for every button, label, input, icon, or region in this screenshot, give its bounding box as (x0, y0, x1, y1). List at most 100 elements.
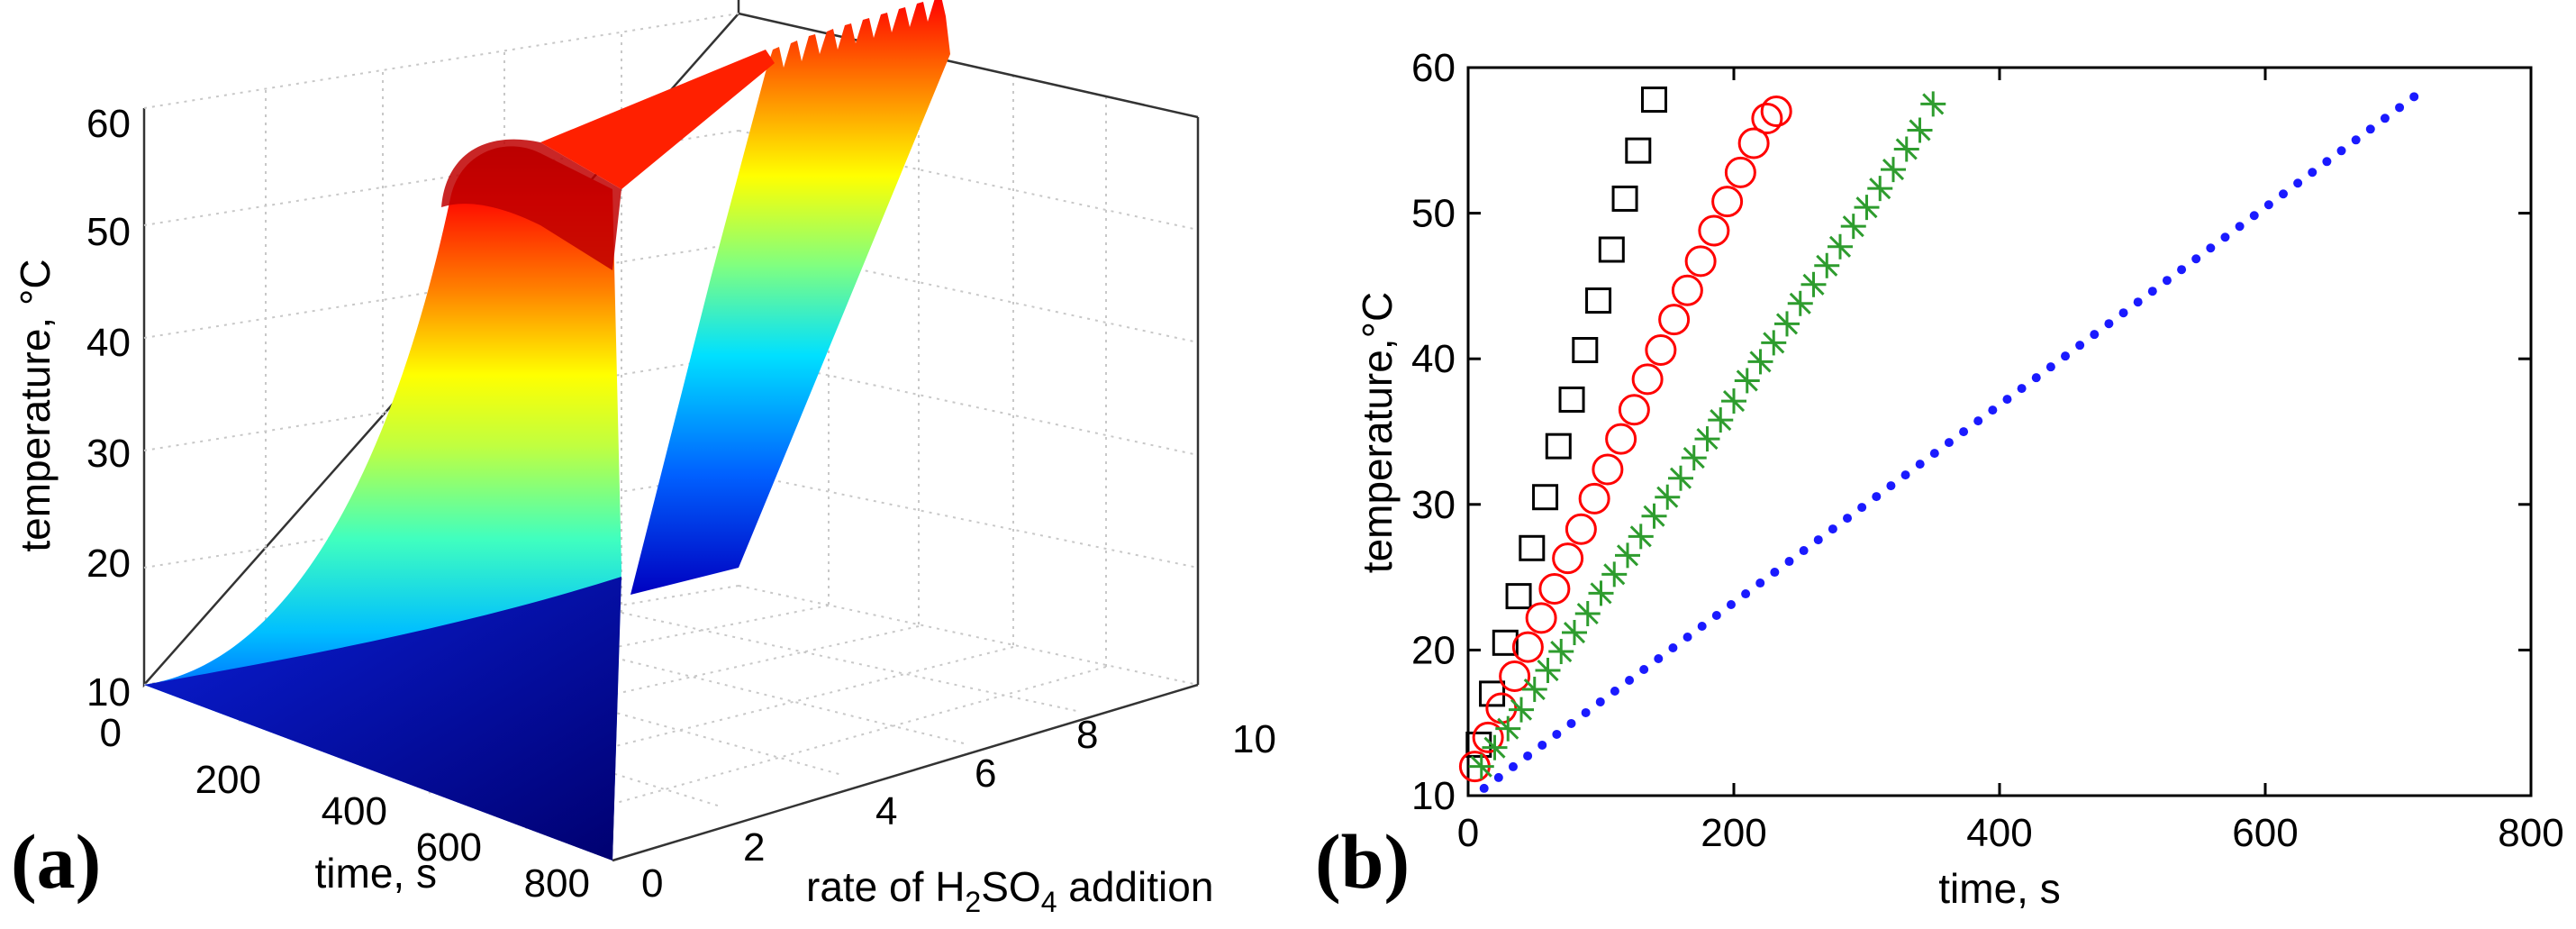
dot-marker (1493, 772, 1503, 782)
dot-marker (1900, 470, 1910, 480)
dot-marker (1755, 578, 1765, 588)
panel-a-surface (144, 0, 950, 861)
square-marker (1519, 534, 1546, 561)
cross-marker (1920, 91, 1946, 117)
dot-marker (1944, 438, 1954, 448)
circle-marker (1737, 127, 1770, 159)
ylabel-subscript: 4 (1041, 886, 1057, 918)
dot-marker (2045, 362, 2055, 372)
circle-marker (1565, 513, 1597, 545)
dot-marker (2365, 124, 2375, 134)
surface-top-edge (540, 50, 775, 189)
cross-marker (1787, 290, 1813, 316)
circle-marker (1658, 304, 1691, 336)
cross-marker (1840, 214, 1866, 240)
y-tick: 10 (1232, 717, 1276, 761)
z-tick: 10 (86, 670, 131, 715)
ylabel-part: addition (1057, 863, 1213, 910)
cross-marker (1601, 561, 1628, 587)
dot-marker (2220, 232, 2230, 242)
dot-marker (2395, 103, 2405, 113)
z-tick: 30 (86, 432, 131, 476)
ylabel-part: SO (981, 863, 1040, 910)
dot-marker (1654, 653, 1664, 663)
square-marker (1625, 137, 1652, 164)
y-tick: 4 (875, 789, 897, 833)
circle-marker (1525, 602, 1557, 634)
cross-marker (1615, 542, 1640, 569)
circle-marker (1711, 186, 1744, 218)
dot-marker (2147, 287, 2157, 296)
circle-marker (1760, 95, 1792, 127)
dot-marker (1959, 427, 1969, 437)
panel-a-label: (a) (11, 818, 101, 905)
circle-marker (1684, 245, 1717, 278)
circle-marker (1698, 214, 1730, 247)
panel-b-ticks: 0 200 400 600 800 10 20 30 40 50 60 (1411, 46, 2564, 855)
x-tick-label: 0 (1457, 811, 1479, 855)
surface-bottom (144, 577, 621, 861)
cross-marker (1854, 195, 1880, 221)
circle-marker (1605, 423, 1637, 455)
cross-marker (1535, 658, 1561, 684)
panel-a-z-ticks: 10 20 30 40 50 60 (86, 102, 131, 715)
panel-a-ylabel: rate of H2SO4 addition (806, 863, 1213, 918)
panel-b-series (1458, 87, 2419, 793)
dot-marker (1857, 503, 1867, 513)
x-tick: 0 (100, 711, 122, 755)
cross-marker (1548, 639, 1574, 665)
dot-marker (1886, 481, 1896, 491)
panel-b-ylabel: temperature,°C (1354, 292, 1401, 573)
dot-marker (1537, 740, 1547, 750)
cross-marker (1867, 176, 1893, 202)
dot-marker (1552, 729, 1562, 739)
dot-marker (2002, 395, 2012, 405)
z-tick: 50 (86, 210, 131, 254)
dot-marker (1799, 546, 1809, 556)
dot-marker (1726, 600, 1736, 610)
panel-b: 0 200 400 600 800 10 20 30 40 50 60 temperature,°C… (1315, 46, 2564, 912)
dot-marker (2235, 222, 2245, 232)
cross-marker (1468, 753, 1494, 779)
square-marker (1641, 87, 1667, 114)
panel-b-axes-box (1466, 66, 2533, 797)
dot-marker (1625, 675, 1635, 685)
panel-b-label: (b) (1315, 818, 1410, 905)
dot-marker (2104, 319, 2114, 329)
dot-marker (2191, 254, 2201, 264)
circle-marker (1552, 542, 1584, 575)
dot-marker (1915, 460, 1925, 469)
cross-marker (1814, 252, 1840, 278)
y-tick-label: 50 (1411, 192, 1456, 236)
y-tick: 6 (975, 751, 996, 796)
panel-a-xlabel: time, s (315, 850, 437, 897)
dot-marker (1668, 643, 1678, 653)
circle-marker (1631, 363, 1664, 396)
cross-marker (1893, 136, 1919, 162)
circle-marker (1724, 156, 1756, 188)
dot-marker (2351, 135, 2361, 145)
circle-marker (1618, 394, 1650, 426)
y-tick-label: 40 (1411, 337, 1456, 381)
x-tick: 600 (416, 825, 482, 870)
x-tick: 400 (322, 789, 387, 833)
dot-marker (2336, 146, 2346, 156)
dot-marker (1843, 514, 1853, 524)
dot-marker (2206, 243, 2216, 253)
square-marker (1492, 629, 1519, 656)
z-tick: 40 (86, 321, 131, 365)
cross-marker (1628, 524, 1654, 550)
cross-marker (1721, 388, 1746, 414)
circle-marker (1538, 573, 1571, 606)
panel-a: 10 20 30 40 50 60 0 200 400 600 800 0 2 … (11, 0, 1276, 918)
dot-marker (2133, 297, 2143, 307)
dot-marker (1639, 664, 1649, 674)
circle-marker (1499, 660, 1531, 692)
dot-marker (1711, 611, 1721, 621)
square-marker (1585, 287, 1612, 314)
ylabel-part: rate of H (806, 863, 965, 910)
dot-marker (2075, 341, 2085, 351)
dot-marker (1973, 416, 1983, 426)
dot-marker (2322, 157, 2332, 167)
cross-marker (1800, 271, 1827, 297)
